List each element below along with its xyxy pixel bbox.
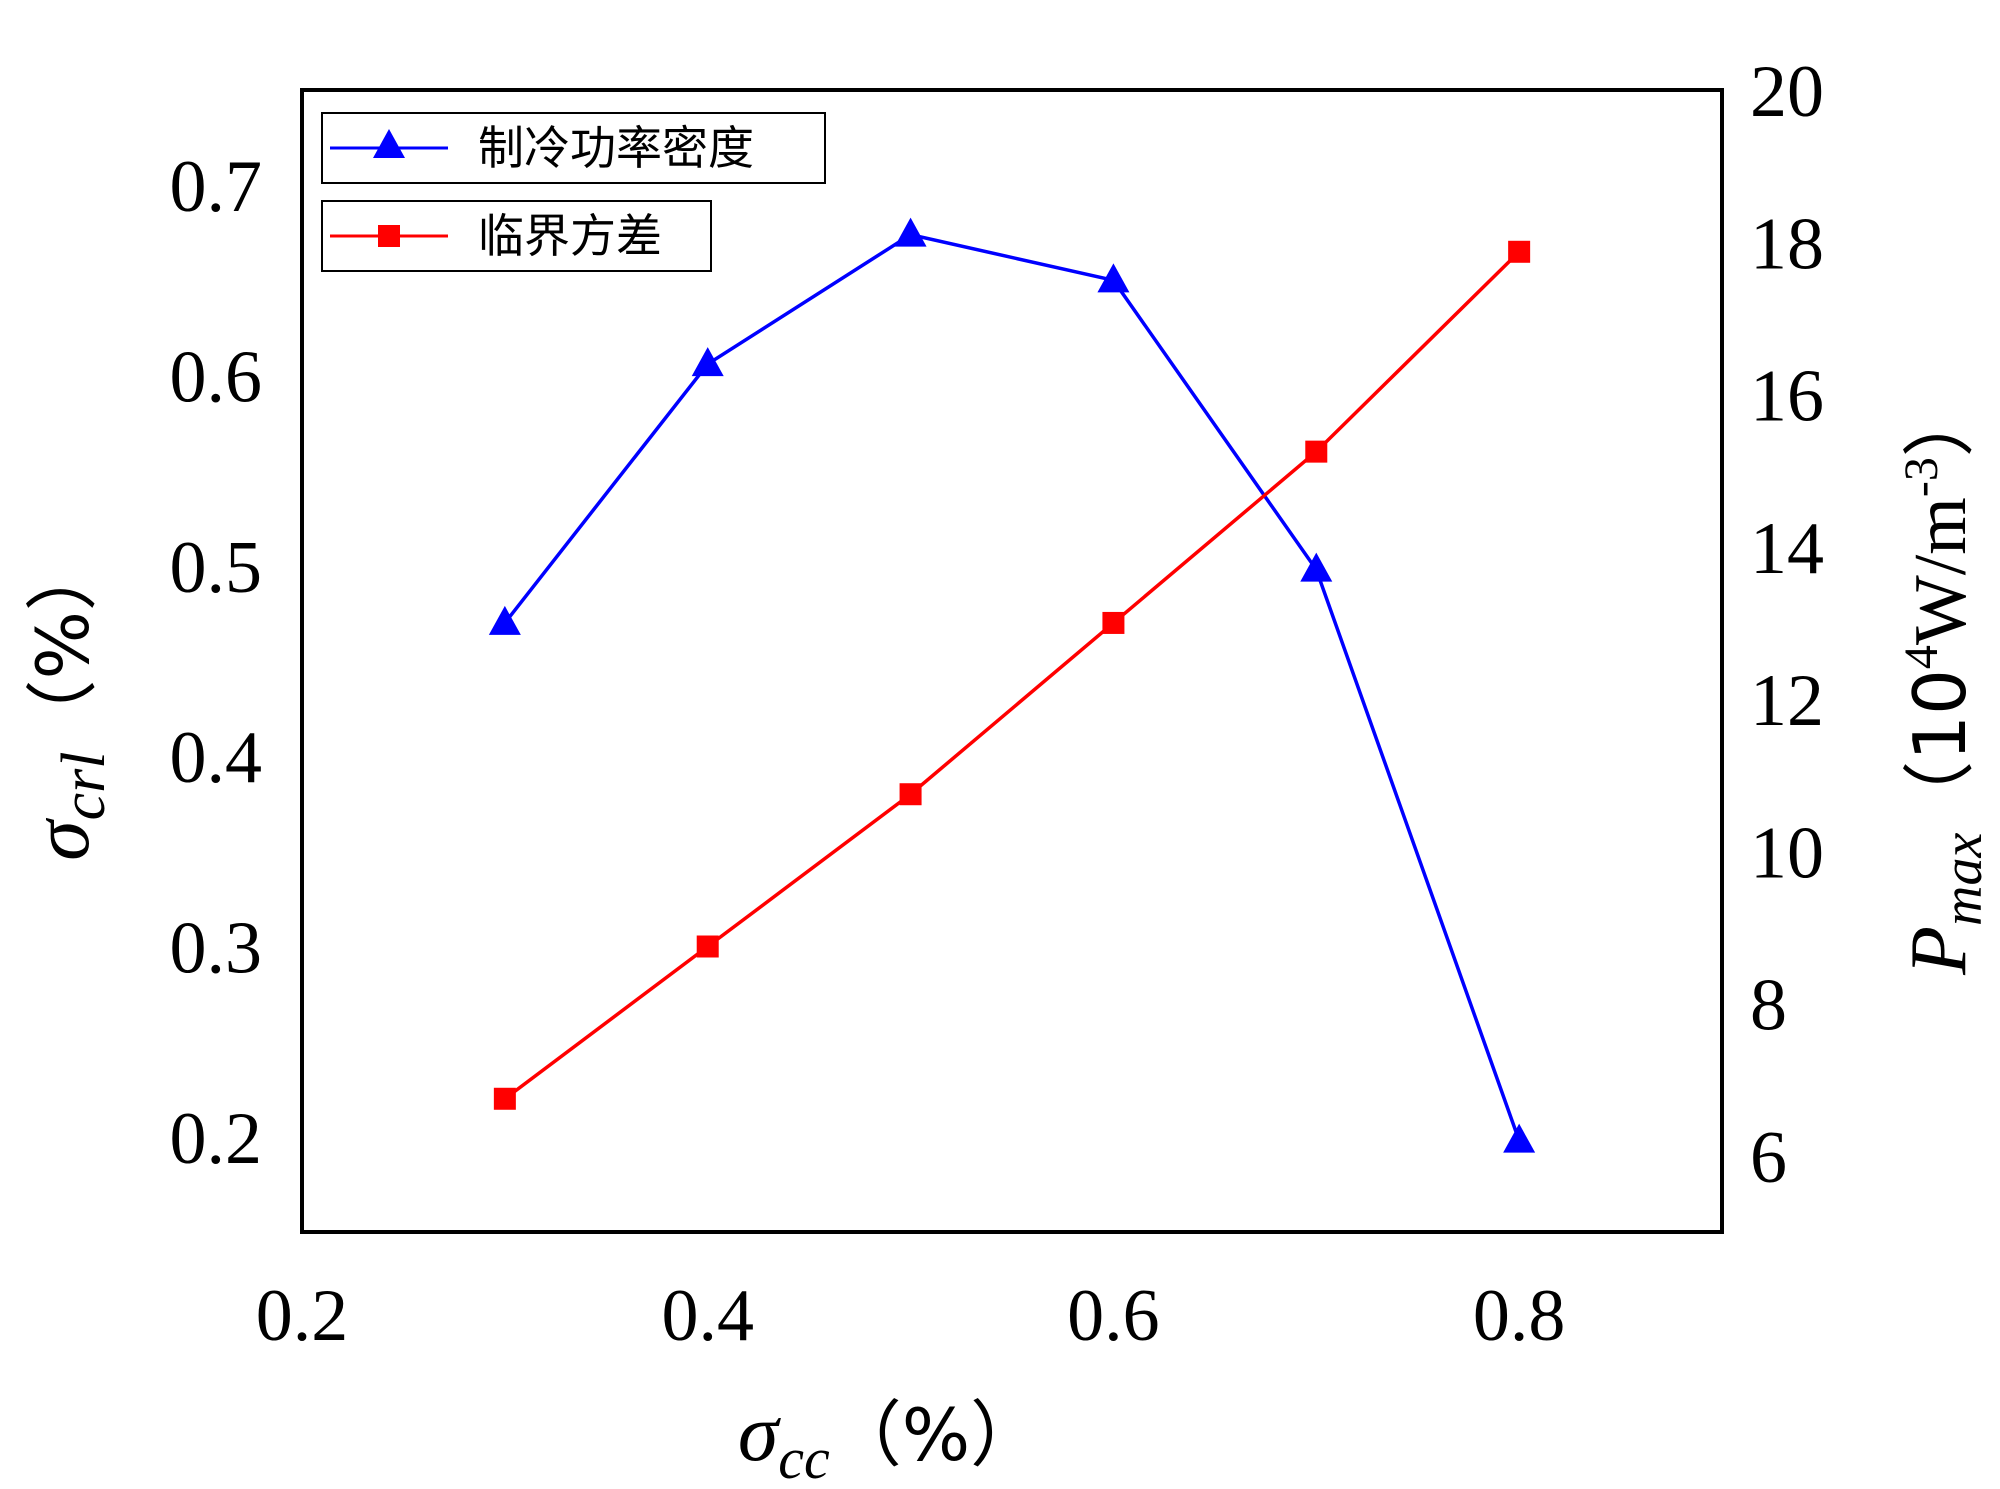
x-axis-ticks: 0.2 0.4 0.6 0.8: [256, 1275, 1566, 1357]
data-point-square: [493, 1087, 516, 1110]
right-tick-label: 12: [1750, 660, 1824, 742]
data-point-triangle: [894, 217, 927, 247]
right-axis-label: Pmax（104W/m-3）: [1895, 385, 1994, 976]
right-axis-ticks: 6 8 10 12 14 16 18 20: [1750, 51, 1824, 1199]
right-tick-label: 14: [1750, 508, 1824, 590]
left-tick-label: 0.5: [170, 527, 263, 609]
legend-marker-square: [378, 225, 400, 247]
plot-frame: [300, 88, 1724, 1234]
plot-marks: [488, 217, 1536, 1153]
left-tick-label: 0.2: [170, 1098, 263, 1180]
series-line-2: [503, 250, 1521, 1101]
data-point-square: [1102, 611, 1125, 634]
right-tick-label: 20: [1750, 51, 1824, 133]
right-tick-label: 18: [1750, 203, 1824, 285]
legend: 制冷功率密度 临界方差: [321, 112, 826, 272]
right-tick-label: 6: [1750, 1117, 1787, 1199]
x-axis-label: σcc（%）: [738, 1387, 1042, 1489]
series-line-1: [503, 232, 1521, 1142]
legend-label-series-2: 临界方差: [478, 209, 662, 263]
data-point-triangle: [1503, 1123, 1536, 1153]
right-tick-label: 10: [1750, 812, 1824, 894]
left-tick-label: 0.7: [170, 146, 263, 228]
right-tick-label: 8: [1750, 965, 1787, 1047]
data-point-square: [696, 935, 719, 958]
data-point-square: [1305, 440, 1328, 463]
data-point-triangle: [488, 605, 521, 635]
x-tick-label: 0.4: [661, 1275, 754, 1357]
data-point-triangle: [691, 347, 724, 377]
left-axis-label: σcrl（%）: [15, 539, 118, 861]
left-axis-ticks: 0.2 0.3 0.4 0.5 0.6 0.7: [170, 146, 263, 1180]
left-tick-label: 0.6: [170, 337, 263, 419]
x-tick-label: 0.2: [256, 1275, 349, 1357]
legend-marker-triangle: [373, 129, 405, 158]
data-point-triangle: [1300, 552, 1333, 582]
data-point-triangle: [1097, 263, 1130, 293]
legend-label-series-1: 制冷功率密度: [478, 121, 754, 175]
data-point-square: [1508, 240, 1531, 263]
x-tick-label: 0.8: [1473, 1275, 1566, 1357]
left-tick-label: 0.4: [170, 717, 263, 799]
x-tick-label: 0.6: [1067, 1275, 1160, 1357]
data-point-square: [899, 783, 922, 806]
right-tick-label: 16: [1750, 356, 1824, 438]
left-tick-label: 0.3: [170, 908, 263, 990]
